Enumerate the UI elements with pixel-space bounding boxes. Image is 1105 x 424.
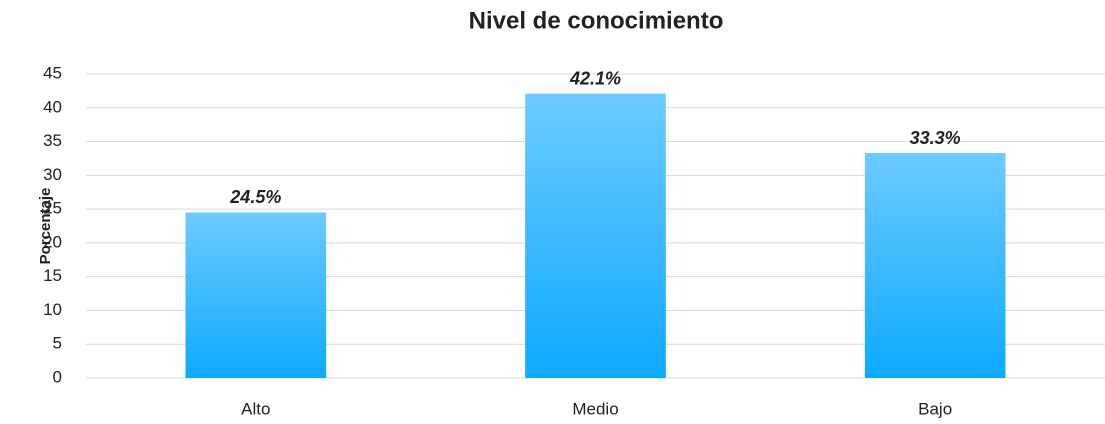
x-tick-label: Medio bbox=[572, 399, 618, 418]
value-label: 42.1% bbox=[569, 68, 621, 88]
y-tick-label: 35 bbox=[43, 131, 62, 150]
y-axis-label: Porcentaje bbox=[37, 188, 54, 265]
chart-title: Nivel de conocimiento bbox=[469, 7, 724, 34]
y-tick-label: 20 bbox=[43, 232, 62, 251]
value-label: 33.3% bbox=[910, 128, 961, 148]
x-tick-label: Alto bbox=[241, 399, 270, 418]
bar bbox=[864, 153, 1006, 378]
y-tick-label: 0 bbox=[53, 367, 62, 386]
y-tick-label: 25 bbox=[43, 199, 62, 218]
bar bbox=[525, 93, 666, 378]
value-label: 24.5% bbox=[229, 187, 281, 207]
y-tick-label: 40 bbox=[43, 97, 62, 116]
bar bbox=[185, 212, 327, 378]
y-tick-label: 5 bbox=[53, 334, 62, 353]
y-tick-label: 10 bbox=[43, 300, 62, 319]
y-tick-label: 45 bbox=[43, 63, 62, 82]
y-tick-label: 30 bbox=[43, 165, 62, 184]
y-tick-label: 15 bbox=[43, 266, 62, 285]
x-tick-label: Bajo bbox=[918, 399, 952, 418]
